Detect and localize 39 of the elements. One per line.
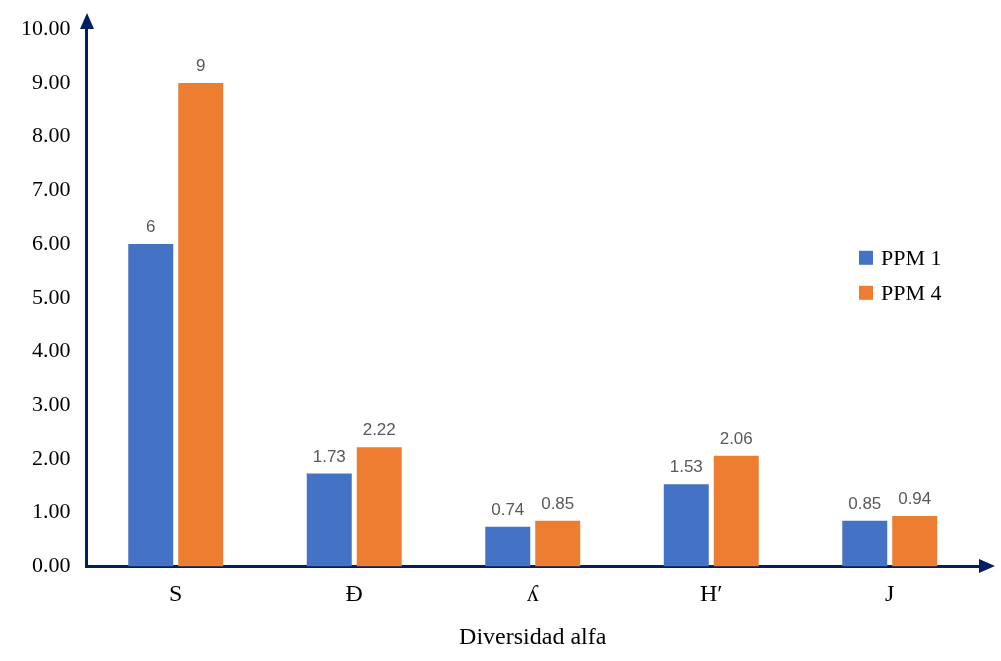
y-tick-label: 4.00 bbox=[32, 337, 71, 363]
y-tick-label: 10.00 bbox=[21, 14, 71, 40]
y-tick-label: 8.00 bbox=[32, 122, 71, 148]
bar bbox=[892, 515, 938, 567]
y-tick-label: 0.00 bbox=[32, 552, 71, 578]
bar bbox=[713, 455, 759, 567]
y-tick-label: 2.00 bbox=[32, 444, 71, 470]
y-tick-label: 7.00 bbox=[32, 176, 71, 202]
legend-label: PPM 1 bbox=[881, 244, 942, 270]
bar bbox=[356, 447, 402, 567]
bar bbox=[178, 82, 224, 567]
x-axis-title: Diversidad alfa bbox=[459, 622, 607, 649]
x-tick-label: J bbox=[885, 580, 895, 607]
x-tick-label: ʎ bbox=[526, 580, 539, 607]
x-tick-label: H′ bbox=[699, 580, 723, 607]
data-label: 1.73 bbox=[312, 446, 346, 466]
data-label: 0.74 bbox=[491, 499, 525, 519]
y-tick-label: 6.00 bbox=[32, 229, 71, 255]
bar bbox=[306, 473, 352, 567]
bar bbox=[535, 520, 581, 567]
data-label: 2.06 bbox=[719, 428, 753, 448]
data-label: 0.94 bbox=[898, 489, 932, 509]
bar bbox=[485, 526, 531, 567]
data-label: 0.85 bbox=[848, 493, 882, 513]
data-label: 6 bbox=[146, 217, 156, 237]
data-label: 2.22 bbox=[362, 420, 396, 440]
y-tick-label: 9.00 bbox=[32, 68, 71, 94]
data-label: 9 bbox=[196, 56, 206, 76]
legend-label: PPM 4 bbox=[881, 279, 942, 305]
y-tick-label: 3.00 bbox=[32, 391, 71, 417]
x-tick-label: Đ bbox=[345, 580, 363, 607]
bar bbox=[663, 484, 709, 567]
y-tick-label: 1.00 bbox=[32, 498, 71, 524]
bar bbox=[842, 520, 888, 567]
data-label: 1.53 bbox=[669, 457, 703, 477]
data-label: 0.85 bbox=[541, 493, 575, 513]
y-tick-label: 5.00 bbox=[32, 283, 71, 309]
x-tick-label: S bbox=[169, 580, 183, 607]
bar bbox=[128, 244, 174, 567]
